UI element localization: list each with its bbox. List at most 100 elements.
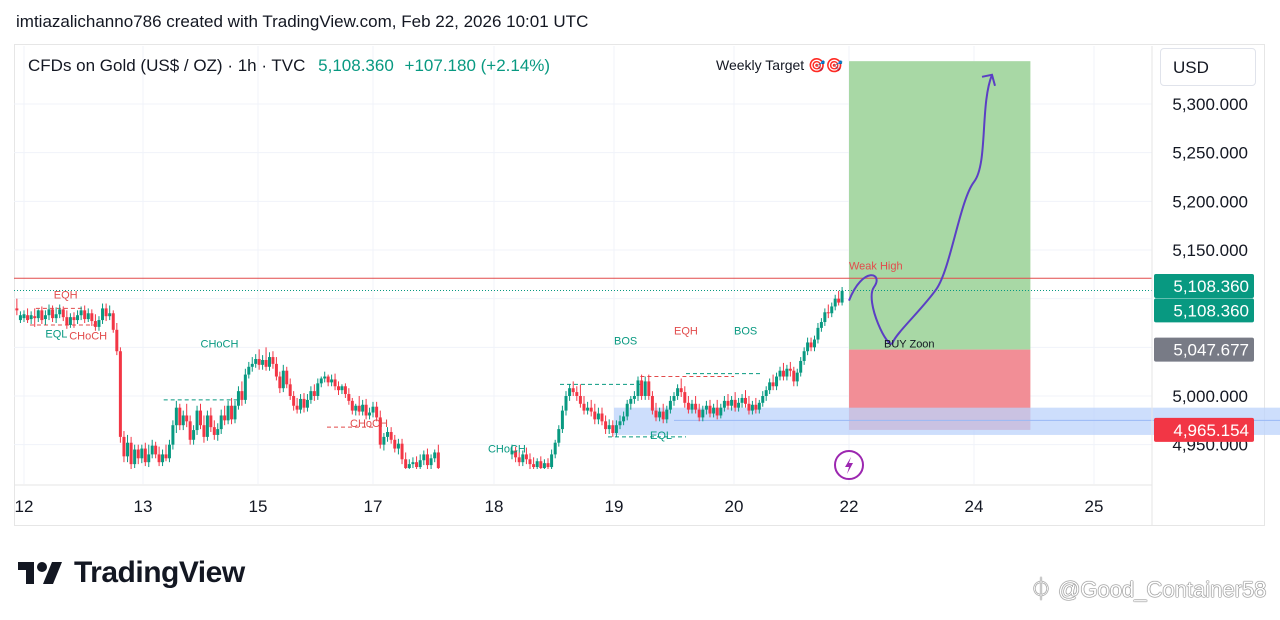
symbol-name: CFDs on Gold (US$ / OZ) · 1h · TVC bbox=[28, 56, 306, 75]
candle-body bbox=[83, 310, 87, 320]
candle-body bbox=[771, 382, 775, 387]
candle-body bbox=[51, 309, 55, 319]
candle-body bbox=[618, 421, 622, 426]
candle-body bbox=[528, 459, 532, 465]
candle-body bbox=[26, 315, 30, 321]
candle-body bbox=[614, 425, 618, 433]
candle-body bbox=[129, 442, 133, 465]
candle-body bbox=[250, 363, 254, 367]
candle-body bbox=[364, 404, 368, 416]
candle-body bbox=[750, 404, 754, 411]
candle-body bbox=[697, 409, 701, 418]
candle-body bbox=[288, 384, 292, 396]
candle-body bbox=[143, 448, 147, 463]
candle-body bbox=[407, 464, 411, 469]
candle-body bbox=[514, 450, 518, 458]
candle-body bbox=[686, 402, 690, 410]
candle-body bbox=[393, 439, 397, 449]
candle-body bbox=[202, 425, 206, 437]
candle-body bbox=[274, 363, 278, 377]
price-label-text: 5,108.360 bbox=[1173, 301, 1249, 320]
candle-body bbox=[167, 444, 171, 459]
candle-body bbox=[61, 309, 65, 318]
candle-body bbox=[205, 415, 209, 437]
x-tick-label: 19 bbox=[605, 497, 624, 516]
candle-body bbox=[778, 370, 782, 377]
candle-body bbox=[40, 310, 44, 321]
candle-body bbox=[126, 442, 130, 457]
projected-path-arrowhead bbox=[981, 73, 996, 87]
candle-body bbox=[157, 454, 161, 463]
candle-body bbox=[672, 396, 676, 401]
x-tick-label: 18 bbox=[485, 497, 504, 516]
y-tick-label: 5,300.000 bbox=[1172, 95, 1248, 114]
x-tick-label: 25 bbox=[1085, 497, 1104, 516]
candle-body bbox=[840, 290, 844, 303]
candle-body bbox=[299, 398, 303, 410]
tradingview-logo[interactable]: TradingView bbox=[18, 556, 245, 590]
brand-name: TradingView bbox=[74, 556, 245, 589]
candle-body bbox=[701, 409, 705, 418]
candle-body bbox=[589, 407, 593, 412]
candle-body bbox=[737, 402, 741, 408]
candle-body bbox=[524, 454, 528, 460]
candle-body bbox=[347, 394, 351, 401]
candle-body bbox=[68, 317, 72, 325]
candle-body bbox=[195, 410, 199, 431]
candle-body bbox=[54, 314, 58, 319]
chart-pane[interactable] bbox=[14, 44, 1265, 526]
candle-body bbox=[150, 445, 154, 455]
candle-body bbox=[802, 351, 806, 361]
candle-body bbox=[29, 315, 33, 320]
candle-body bbox=[795, 372, 799, 382]
candle-body bbox=[216, 429, 220, 435]
candle-body bbox=[361, 404, 365, 412]
candle-body bbox=[418, 460, 422, 468]
candle-body bbox=[378, 417, 382, 445]
candle-body bbox=[539, 461, 543, 469]
candle-body bbox=[586, 407, 590, 411]
candle-body bbox=[768, 382, 772, 391]
candle-body bbox=[337, 386, 340, 391]
y-tick-label: 5,150.000 bbox=[1172, 241, 1248, 260]
candles bbox=[15, 286, 844, 469]
candle-body bbox=[164, 454, 168, 459]
price-label-text: 5,108.360 bbox=[1173, 277, 1249, 296]
candle-body bbox=[625, 403, 629, 417]
candle-body bbox=[535, 461, 539, 468]
candle-body bbox=[271, 357, 275, 364]
candle-body bbox=[823, 312, 827, 323]
x-tick-label: 20 bbox=[725, 497, 744, 516]
candle-body bbox=[93, 321, 97, 327]
price-label-text: 5,047.677 bbox=[1173, 341, 1249, 360]
candle-body bbox=[104, 308, 108, 317]
candle-body bbox=[161, 454, 165, 463]
candle-body bbox=[400, 443, 404, 460]
candle-body bbox=[230, 405, 234, 420]
x-tick-label: 22 bbox=[840, 497, 859, 516]
symbol-legend[interactable]: CFDs on Gold (US$ / OZ) · 1h · TVC 5,108… bbox=[28, 56, 550, 76]
candle-body bbox=[36, 310, 40, 319]
candle-body bbox=[101, 308, 105, 321]
candle-body bbox=[411, 462, 415, 465]
candle-body bbox=[679, 388, 683, 393]
candle-body bbox=[199, 410, 202, 426]
candle-body bbox=[643, 381, 647, 396]
candle-body bbox=[76, 315, 80, 321]
y-tick-label: 5,000.000 bbox=[1172, 387, 1248, 406]
candle-body bbox=[593, 411, 597, 420]
currency-selector[interactable]: USD bbox=[1160, 48, 1256, 86]
candle-body bbox=[690, 403, 694, 410]
price-label-box bbox=[1154, 337, 1254, 362]
candle-body bbox=[629, 398, 633, 404]
candle-body bbox=[740, 397, 744, 403]
chart-annotation: BUY Zoon bbox=[884, 338, 935, 350]
candle-body bbox=[281, 370, 285, 389]
candle-body bbox=[278, 376, 282, 389]
candle-body bbox=[268, 357, 271, 367]
take-profit-zone bbox=[849, 61, 1031, 350]
candle-body bbox=[636, 380, 640, 396]
candle-body bbox=[236, 391, 240, 406]
candle-body bbox=[22, 314, 26, 319]
